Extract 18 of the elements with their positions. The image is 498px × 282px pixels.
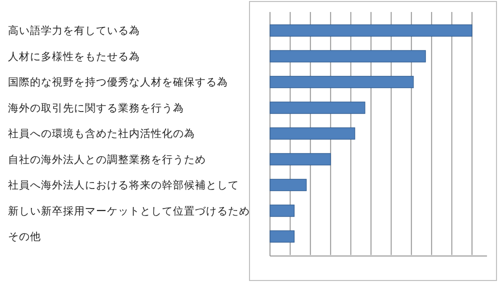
- y-tick-label: 人材に多様性をもたせる為: [8, 50, 140, 63]
- bar: [270, 50, 426, 62]
- y-tick-label: 自社の海外法人との調整業務を行うため: [8, 152, 206, 166]
- y-tick-label: その他: [8, 231, 41, 244]
- bar: [270, 230, 295, 243]
- bar: [270, 76, 414, 88]
- bar: [270, 178, 307, 192]
- y-tick-label: 高い語学力を有している為: [8, 24, 140, 38]
- bar: [270, 24, 472, 37]
- y-tick-label: 新しい新卒採用マーケットとして位置づけるため: [8, 204, 250, 218]
- y-tick-label: 社員へ海外法人における将来の幹部候補として: [8, 178, 239, 192]
- bar: [270, 204, 295, 217]
- y-tick-label: 海外の取引先に関する業務を行う為: [8, 101, 184, 114]
- bar: [270, 102, 366, 114]
- bar: [270, 127, 356, 140]
- y-tick-label: 国際的な視野を持つ優秀な人材を確保する為: [8, 76, 228, 89]
- y-tick-label: 社員への環境も含めた社内活性化の為: [8, 127, 195, 140]
- bar: [270, 153, 331, 166]
